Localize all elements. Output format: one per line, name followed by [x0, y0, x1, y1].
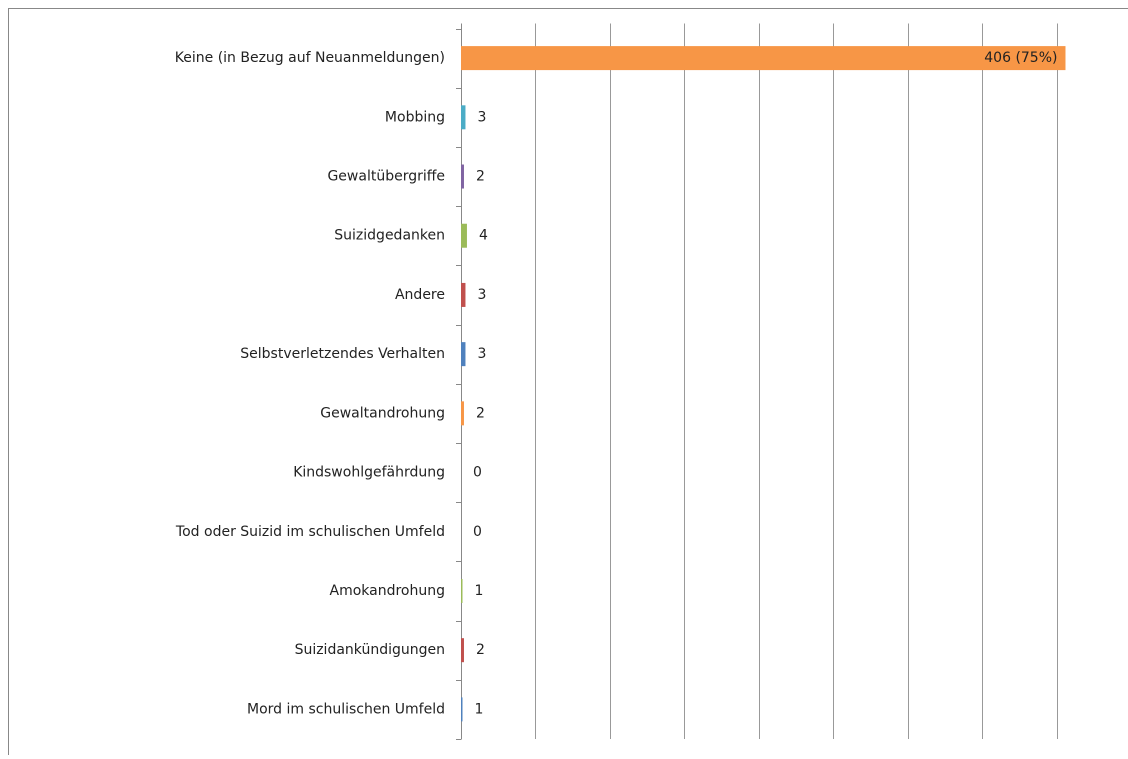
y-tick-label: Mobbing — [385, 109, 445, 125]
data-label: 1 — [474, 583, 483, 599]
y-tick-label: Keine (in Bezug auf Neuanmeldungen) — [175, 50, 445, 66]
data-label: 1 — [474, 701, 483, 717]
y-tick-label: Gewaltandrohung — [320, 405, 445, 421]
data-label: 2 — [476, 169, 485, 185]
data-label: 0 — [473, 465, 482, 481]
y-tick-label: Amokandrohung — [330, 583, 446, 599]
y-tick-label: Kindswohlgefährdung — [293, 465, 445, 481]
data-label: 3 — [477, 109, 486, 125]
bar — [461, 105, 465, 129]
bar — [461, 46, 1065, 70]
bar — [461, 401, 464, 425]
y-tick-label: Suizidankündigungen — [295, 642, 445, 658]
bar — [461, 579, 462, 603]
bar — [461, 697, 462, 721]
data-label: 2 — [476, 642, 485, 658]
data-label: 3 — [477, 346, 486, 362]
y-tick-label: Gewaltübergriffe — [327, 169, 445, 185]
data-label: 0 — [473, 524, 482, 540]
bar — [461, 342, 465, 366]
data-label: 2 — [476, 405, 485, 421]
bar — [461, 224, 467, 248]
y-tick-label: Selbstverletzendes Verhalten — [240, 346, 445, 362]
bar — [461, 283, 465, 307]
y-tick-label: Andere — [395, 287, 445, 303]
data-label: 4 — [479, 228, 488, 244]
y-tick-label: Mord im schulischen Umfeld — [247, 701, 445, 717]
chart-frame — [9, 9, 1128, 756]
y-tick-label: Tod oder Suizid im schulischen Umfeld — [175, 524, 445, 540]
data-label: 406 (75%) — [984, 50, 1057, 66]
y-tick-label: Suizidgedanken — [334, 228, 445, 244]
data-label: 3 — [477, 287, 486, 303]
bar — [461, 638, 464, 662]
bar — [461, 165, 464, 189]
